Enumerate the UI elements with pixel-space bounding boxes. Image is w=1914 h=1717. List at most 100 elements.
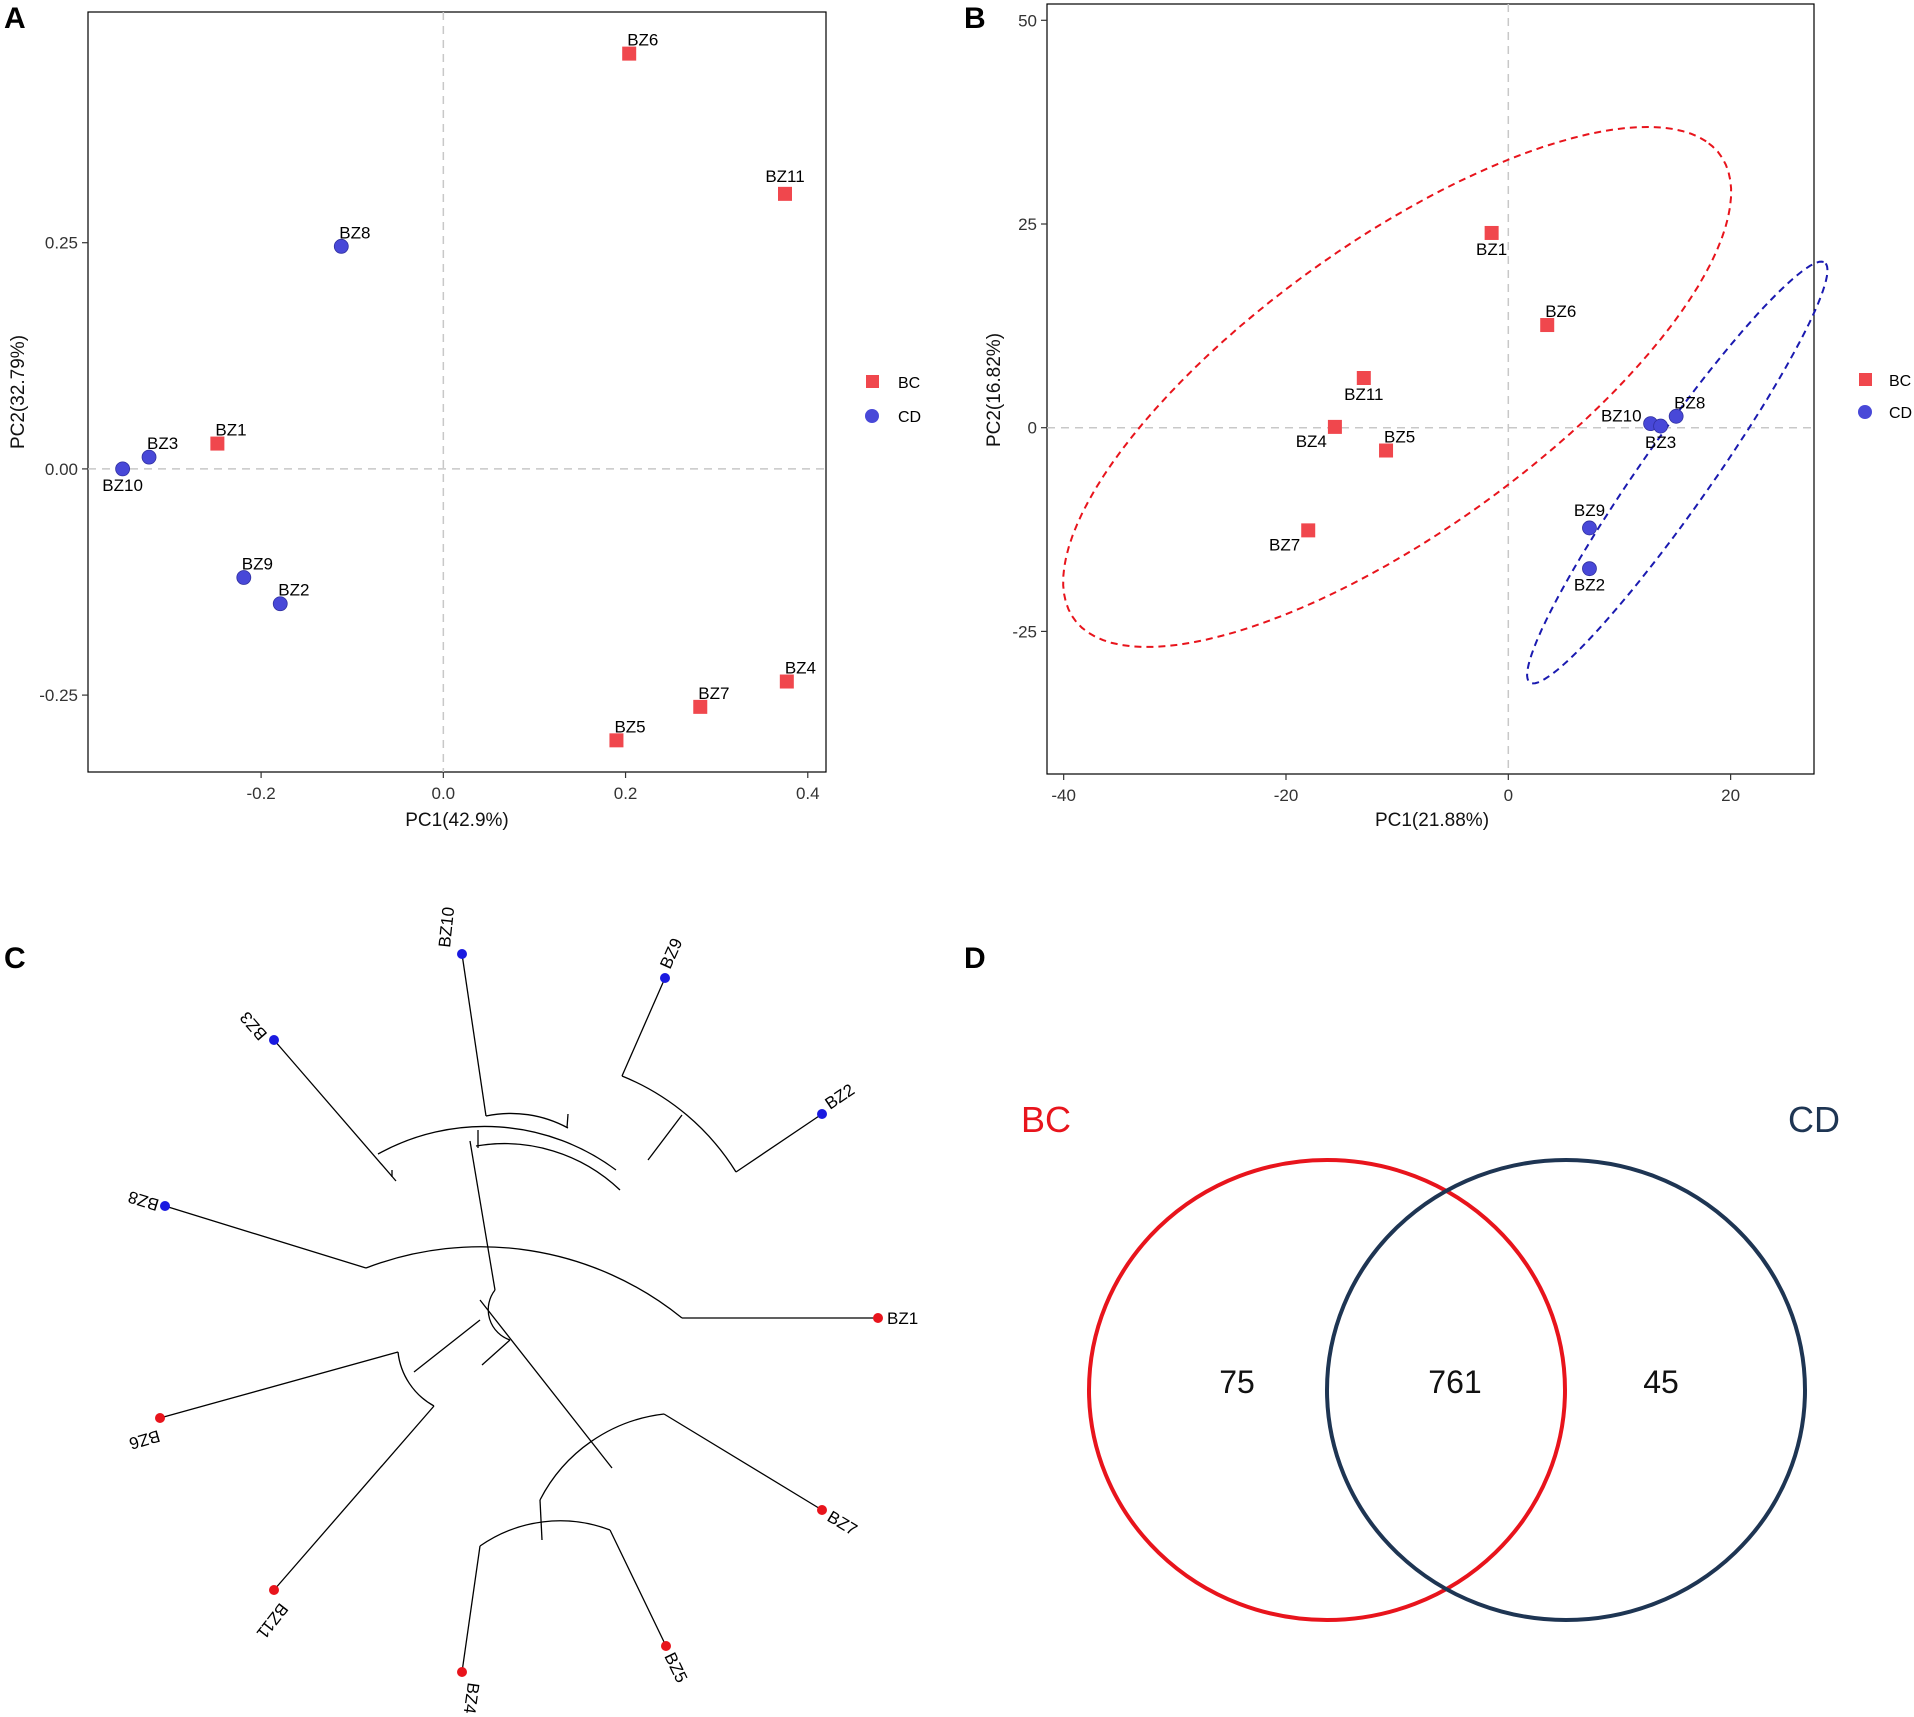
point-label-bz1: BZ1 [215,421,246,440]
point-label-bz9: BZ9 [1574,501,1605,520]
point-label-bz5: BZ5 [1384,428,1415,447]
panel-b-group-ellipses [1062,125,1829,685]
point-label-bz3: BZ3 [1645,433,1676,452]
panel-b-legend: BC CD [1858,373,1912,422]
panel-a-legend-bc-marker [866,375,879,388]
y-tick-label: 25 [1018,215,1037,234]
leaf-label-bz1: BZ1 [887,1309,918,1328]
panel-d-venn: D BC CD 75 761 45 [964,942,1840,1622]
point-label-bz3: BZ3 [147,434,178,453]
x-tick-label: -40 [1051,786,1076,805]
panel-a-legend-cd-marker [865,409,879,423]
panel-b-letter: B [964,2,986,35]
branch-arc-bz4-bz5 [479,1520,611,1547]
leaf-dot-bz5 [661,1641,671,1651]
point-bz2-cd [272,596,288,612]
ellipse-cd [1526,260,1829,685]
leaf-dot-bz9 [660,973,670,983]
dendrogram-branches [159,953,878,1673]
point-label-bz5: BZ5 [614,717,645,736]
panel-b-legend-cd-label: CD [1889,405,1912,422]
x-tick-label: 0.2 [614,784,638,803]
leaf-dot-bz3 [269,1035,279,1045]
y-tick-label: 0.25 [45,234,78,253]
panel-a-zero-lines [88,12,826,772]
panel-a-letter: A [4,2,26,35]
branch-root-to-cd-clade [469,1140,496,1291]
point-label-bz4: BZ4 [1296,432,1327,451]
panel-b-y-axis-title: PC2(16.82%) [984,333,1005,447]
branch-link-bz9-bz2 [647,1114,683,1161]
branch-arc-bz9-bz2 [621,1075,737,1173]
ellipse-bc [1062,125,1733,648]
panel-a-x-ticks: -0.2 0.0 0.2 0.4 [246,772,820,803]
point-bz6-bc [1540,318,1555,333]
point-bz2-cd [1582,561,1597,577]
point-label-bz1: BZ1 [1476,240,1507,259]
panel-a-legend-bc-label: BC [898,375,920,392]
panel-b-legend-bc-marker [1859,373,1872,386]
branch-bz3 [273,1039,397,1182]
point-label-bz2: BZ2 [278,581,309,600]
point-bz7-bc [1301,523,1316,538]
point-bz3-cd [1653,418,1668,434]
leaf-label-bz7: BZ7 [824,1507,861,1539]
venn-count-intersection: 761 [1428,1364,1481,1400]
panel-c-letter: C [4,942,26,975]
branch-bz5 [609,1529,667,1647]
point-label-bz11: BZ11 [1344,385,1383,404]
point-bz4-bc [1327,419,1342,434]
branch-arc-bz6-bz11 [397,1351,435,1407]
branch-bc-stem [479,1299,613,1469]
panel-a-y-ticks: -0.25 0.00 0.25 [39,234,88,705]
point-bz1-bc [210,436,225,451]
point-label-bz9: BZ9 [242,554,273,573]
point-label-bz8: BZ8 [339,223,370,242]
point-label-bz7: BZ7 [698,684,729,703]
leaf-label-bz6: BZ6 [127,1426,162,1453]
leaf-label-bz3: BZ3 [236,1008,271,1044]
branch-bz2 [735,1113,823,1173]
point-label-bz7: BZ7 [1269,535,1300,554]
point-bz1-bc [1484,225,1499,240]
branch-arc-inner-2 [475,1143,621,1191]
point-bz9-cd [1582,520,1597,536]
dendrogram-leaves: BZ10 BZ9 BZ2 BZ1 BZ7 BZ5 BZ4 BZ11 BZ6 BZ… [126,906,918,1715]
branch-root-arc [487,1289,511,1341]
panel-d-letter: D [964,942,986,975]
point-bz5-bc [609,733,624,748]
point-label-bz10: BZ10 [1601,407,1642,426]
panel-b-plot-frame [1046,3,1815,775]
branch-arc-bc-lower [539,1413,665,1501]
panel-c-dendrogram: C [4,906,918,1715]
y-tick-label: 0 [1028,419,1037,438]
leaf-label-bz5: BZ5 [660,1649,691,1685]
leaf-label-bz4: BZ4 [460,1681,483,1715]
x-tick-label: -0.2 [246,784,275,803]
panel-b-y-ticks: -25 0 25 50 [1012,11,1047,641]
panel-a-y-axis-title: PC2(32.79%) [8,335,29,449]
point-label-bz6: BZ6 [1545,302,1576,321]
panel-a-points: BZ6 BZ11 BZ8 BZ1 BZ3 BZ10 BZ9 BZ2 BZ4 BZ7 BZ5 [102,31,816,748]
panel-b-zero-lines [1047,4,1814,774]
x-tick-label: -20 [1274,786,1299,805]
venn-circle-cd [1325,1158,1807,1622]
branch-bz6-bz11-stem [413,1319,481,1373]
venn-circle-bc [1087,1158,1567,1622]
leaf-label-bz9: BZ9 [656,935,686,971]
point-bz8-cd [333,238,349,254]
panel-a-pca: A -0.2 0.0 0.2 0.4 -0.25 0.00 0.25 PC1(42.9%)… [4,2,921,831]
branch-bz6 [159,1351,399,1419]
x-tick-label: 0.0 [432,784,456,803]
point-bz7-bc [693,699,708,714]
point-label-bz2: BZ2 [1574,576,1605,595]
point-bz8-cd [1668,408,1684,424]
branch-bz4 [461,1545,481,1673]
y-tick-label: 0.00 [45,460,78,479]
y-tick-label: 50 [1018,11,1037,30]
panel-b-pca: B -40 -20 0 20 -25 0 25 50 PC1(21.88%) PC2(16.… [964,2,1912,831]
venn-count-bc-only: 75 [1219,1364,1255,1400]
x-tick-label: 0.4 [796,784,820,803]
